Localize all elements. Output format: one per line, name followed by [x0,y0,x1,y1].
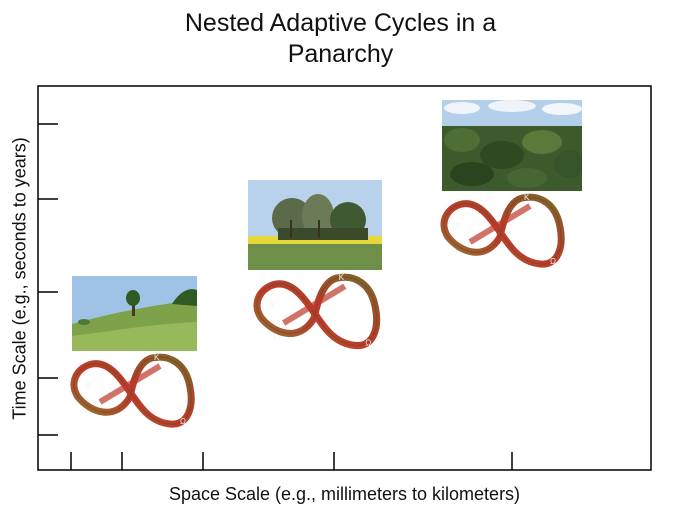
omega-label: Ω [365,338,371,347]
x-axis-ticks [70,452,513,470]
grassland-photo [72,276,197,351]
omega-label: Ω [180,417,186,426]
alpha-label: α [456,220,461,229]
x-axis-label: Space Scale (e.g., millimeters to kilome… [168,484,521,504]
y-axis-ticks [38,123,58,436]
diagram-title: Nested Adaptive Cycles in a Panarchy [0,8,681,70]
r-label: r [460,250,463,259]
alpha-label: α [86,380,91,389]
k-label: K [339,273,345,282]
tree-grove-photo [248,180,382,270]
title-line-2: Panarchy [287,40,394,68]
r-label: r [273,331,276,340]
plot-border [37,85,652,471]
adaptive-cycle-large: α r K Ω [444,193,561,266]
title-line-1: Nested Adaptive Cycles in a [184,9,497,37]
omega-label: Ω [550,257,556,266]
adaptive-cycle-small: α r K Ω [74,353,191,426]
forest-canopy-photo [442,100,582,191]
adaptive-cycle-medium: α r K Ω [257,273,377,347]
r-label: r [90,410,93,419]
k-label: K [154,353,160,362]
alpha-label: α [269,301,274,310]
k-label: K [524,193,530,202]
